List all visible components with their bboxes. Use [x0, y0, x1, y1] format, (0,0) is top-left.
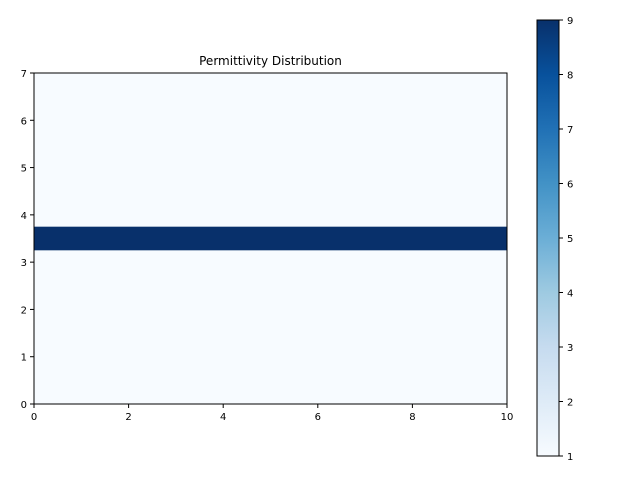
y-tick-label: 4: [21, 211, 27, 222]
colorbar-tick-label: 1: [567, 452, 573, 463]
colorbar-tick-label: 4: [567, 289, 573, 300]
x-tick-label: 4: [220, 412, 226, 423]
y-tick-label: 5: [21, 164, 27, 175]
colorbar-tick-label: 5: [567, 234, 573, 245]
colorbar-tick-label: 7: [567, 125, 573, 136]
x-axis: 0 2 4 6 8 10: [31, 404, 514, 423]
colorbar-tick-label: 8: [567, 71, 573, 82]
x-tick-label: 8: [409, 412, 415, 423]
y-tick-label: 3: [21, 258, 27, 269]
y-tick-label: 0: [21, 400, 27, 411]
colorbar-gradient: [536, 19, 560, 457]
plot-frame: [33, 72, 508, 405]
x-tick-label: 0: [31, 412, 37, 423]
y-tick-label: 6: [21, 116, 27, 127]
chart-title: Permittivity Distribution: [199, 54, 342, 68]
y-axis: 0 1 2 3 4 5 6 7: [21, 69, 34, 411]
heatmap-region-0: [34, 226, 507, 251]
colorbar-tick-label: 6: [567, 180, 573, 191]
x-tick-label: 6: [315, 412, 321, 423]
colorbar-ticks: 1 2 3 4 5 6 7 8 9: [559, 16, 573, 463]
colorbar-tick-label: 3: [567, 343, 573, 354]
y-tick-label: 2: [21, 305, 27, 316]
y-tick-label: 1: [21, 353, 27, 364]
colorbar-tick-label: 2: [567, 398, 573, 409]
x-tick-label: 10: [501, 412, 514, 423]
y-tick-label: 7: [21, 69, 27, 80]
plot-area: [33, 72, 508, 405]
colorbar: 1 2 3 4 5 6 7 8 9: [536, 16, 573, 463]
x-tick-label: 2: [125, 412, 131, 423]
colorbar-tick-label: 9: [567, 16, 573, 27]
